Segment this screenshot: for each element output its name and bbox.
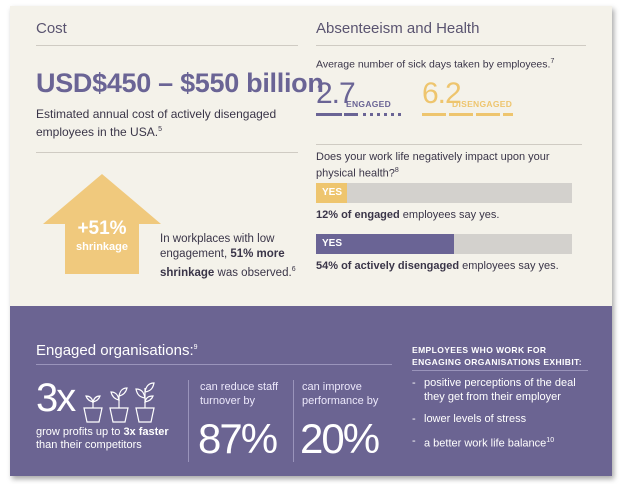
profit-multiplier: 3x	[36, 376, 76, 420]
shrinkage-label: shrinkage	[76, 241, 128, 253]
engaged-bar-fill: YES	[316, 183, 347, 203]
plant-pots-icon	[83, 382, 155, 423]
engaged-orgs-divider	[36, 364, 392, 365]
cost-divider	[36, 152, 298, 153]
list-dash: -	[412, 435, 416, 447]
exhibit-divider	[412, 370, 588, 371]
cost-title: Cost	[36, 6, 298, 46]
sick-days-label: Average number of sick days taken by emp…	[316, 58, 586, 71]
cost-description-text: Estimated annual cost of actively diseng…	[36, 107, 277, 139]
sick-days-label-text: Average number of sick days taken by emp…	[316, 58, 551, 71]
list-item: - positive perceptions of the deal they g…	[412, 376, 598, 404]
engaged-orgs-ref: 9	[193, 344, 198, 351]
up-arrow-icon	[43, 174, 161, 274]
sick-days-comparison: 2.7 ENGAGED 6.2 DISENGAGED	[316, 76, 586, 121]
absenteeism-title: Absenteeism and Health	[316, 6, 586, 46]
list-item-ref: 10	[546, 437, 555, 444]
engaged-underline	[316, 112, 401, 116]
turnover-label: can reduce staff turnover by	[200, 381, 279, 407]
list-item-text: lower levels of stress	[424, 413, 527, 425]
disengaged-sick-days: 6.2	[422, 76, 462, 110]
turnover-value: 87%	[198, 415, 278, 462]
list-item-text: a better work life balance	[424, 437, 547, 450]
list-item: - lower levels of stress	[412, 412, 598, 426]
grow-text-bold: 3x faster	[123, 426, 169, 438]
exhibit-title: EMPLOYEES WHO WORK FOR ENGAGING ORGANISA…	[412, 345, 582, 367]
profit-growth-text: grow profits up to 3x faster than their …	[36, 426, 188, 452]
performance-value: 20%	[300, 415, 380, 462]
shrinkage-percent: +51%	[77, 218, 127, 239]
disengaged-caption-bold: 54% of actively disengaged	[316, 260, 460, 272]
disengaged-bar-fill: YES	[316, 234, 455, 254]
cost-amount: USD$450 – $550 billion	[36, 68, 324, 98]
health-question: Does your work life negatively impact up…	[316, 150, 566, 181]
health-question-text: Does your work life negatively impact up…	[316, 151, 550, 180]
performance-label: can improve performance by	[302, 381, 379, 407]
shrinkage-ref: 6	[291, 266, 296, 273]
grow-text-pre: grow profits up to	[36, 426, 124, 438]
stat-separator	[188, 380, 189, 462]
engaged-label: ENGAGED	[346, 98, 392, 109]
stat-separator	[293, 380, 294, 462]
shrinkage-text-bold: 51% more shrinkage	[160, 248, 285, 279]
cost-description: Estimated annual cost of actively diseng…	[36, 107, 298, 140]
list-item-text: positive perceptions of the deal they ge…	[424, 377, 576, 403]
disengaged-bar: YES	[316, 234, 572, 254]
health-question-ref: 8	[394, 167, 399, 174]
shrinkage-text-pre: In workplaces with low engagement,	[160, 233, 275, 260]
infographic-sheet: Cost USD$450 – $550 billion Estimated an…	[10, 6, 612, 476]
list-dash: -	[412, 377, 416, 389]
disengaged-caption-rest: employees say yes.	[459, 260, 559, 272]
grow-text-post: than their competitors	[36, 439, 142, 451]
disengaged-underline	[422, 112, 513, 116]
engaged-sick-days: 2.7	[316, 76, 356, 110]
top-section: Cost USD$450 – $550 billion Estimated an…	[10, 6, 612, 306]
list-item: -a better work life balance10	[412, 434, 598, 451]
engaged-bar: YES	[316, 183, 572, 203]
sick-days-ref: 7	[550, 58, 555, 65]
health-divider	[316, 144, 582, 145]
engaged-caption-rest: employees say yes.	[399, 209, 500, 221]
engaged-caption-bold: 12% of engaged	[316, 209, 400, 221]
engaged-organisations-section: Engaged organisations:9 3x grow profits …	[10, 306, 612, 476]
cost-column: Cost USD$450 – $550 billion Estimated an…	[36, 6, 324, 140]
engaged-bar-caption: 12% of engaged employees say yes.	[316, 209, 499, 221]
absenteeism-column: Absenteeism and Health Average number of…	[316, 6, 586, 121]
exhibit-list: - positive perceptions of the deal they g…	[412, 376, 598, 459]
engaged-orgs-title: Engaged organisations:9	[36, 342, 198, 359]
shrinkage-description: In workplaces with low engagement, 51% m…	[160, 232, 300, 281]
disengaged-label: DISENGAGED	[452, 98, 513, 109]
cost-description-ref: 5	[158, 126, 162, 133]
engaged-orgs-title-text: Engaged organisations:	[36, 342, 194, 359]
shrinkage-badge: +51% shrinkage	[43, 218, 161, 253]
list-dash: -	[412, 413, 416, 425]
shrinkage-text-post: was observed.	[214, 266, 292, 279]
disengaged-bar-caption: 54% of actively disengaged employees say…	[316, 260, 559, 272]
